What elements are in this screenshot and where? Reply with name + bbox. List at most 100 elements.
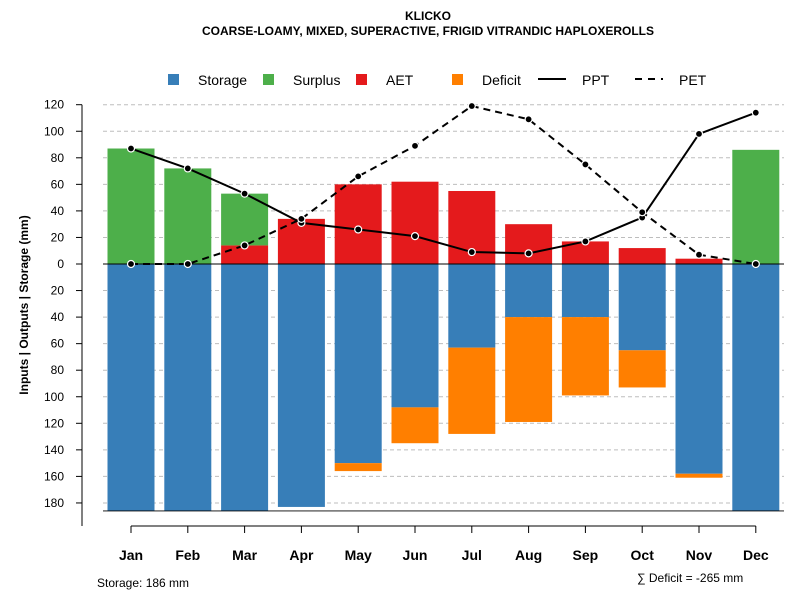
bar-deficit-jun [391,407,439,444]
y-tick-label: 140 [44,443,64,457]
ppt-point-feb [183,164,192,173]
legend-swatch-storage [168,74,179,85]
bar-deficit-may [334,463,382,472]
lines [126,101,760,269]
bar-storage-may [334,264,382,464]
y-tick-label: 80 [51,151,65,165]
bar-storage-aug [505,264,553,318]
ppt-point-jan [126,144,136,153]
ppt-point-jun [410,232,420,241]
legend: Storage Surplus AET Deficit PPT PET [168,72,707,88]
pet-point-aug [524,115,533,124]
bar-storage-jan [107,264,155,511]
legend-label-storage: Storage [198,72,247,88]
chart-title: KLICKO [405,9,451,23]
legend-label-ppt: PPT [582,72,610,88]
pet-point-sep [581,160,590,169]
bar-deficit-sep [561,317,609,396]
y-axis-label: Inputs | Outputs | Storage (mm) [17,215,31,394]
ppt-point-dec [751,108,760,117]
legend-swatch-surplus [263,74,274,85]
y-tick-label: 80 [51,363,65,377]
ppt-point-jul [467,247,476,257]
y-tick-label: 0 [57,257,64,271]
legend-label-deficit: Deficit [482,72,521,88]
pet-point-jun [410,141,420,150]
bar-storage-apr [277,264,325,507]
pet-point-mar [240,241,249,250]
bar-storage-jun [391,264,439,408]
x-tick-label-jan: Jan [119,547,143,563]
pet-point-apr [297,214,306,223]
bar-aet-may [334,184,382,264]
ppt-point-may [354,225,363,234]
bar-surplus-dec [732,149,780,264]
pet-line [131,104,756,265]
bar-storage-feb [164,264,212,511]
bar-deficit-oct [618,350,666,388]
y-tick-label: 40 [51,204,65,218]
x-tick-label-sep: Sep [573,547,599,563]
pet-point-may [354,172,363,181]
ppt-line [130,111,757,255]
bar-aet-nov [675,258,723,264]
pet-point-jul [467,101,476,111]
y-tick-label: 160 [44,469,64,483]
y-tick-label: 120 [44,416,64,430]
bar-surplus-feb [164,168,212,264]
zero-line [103,263,784,512]
ppt-point-mar [240,189,249,198]
legend-swatch-deficit [452,74,463,85]
y-tick-label: 60 [51,177,65,191]
y-tick-label: 120 [44,98,64,112]
pet-point-oct [638,208,647,217]
pet-point-nov [694,250,704,259]
x-tick-label-jul: Jul [462,547,482,563]
chart-subtitle: COARSE-LOAMY, MIXED, SUPERACTIVE, FRIGID… [202,24,654,38]
bar-surplus-jan [107,148,155,264]
y-tick-label: 100 [44,124,64,138]
axes: 120 100 80 60 40 20 0 20 40 60 80 100 120 140 160 180 Ja… [44,98,769,563]
x-tick-label-dec: Dec [743,547,769,563]
pet-point-jan [126,259,136,269]
bar-aet-sep [561,241,609,264]
bar-storage-mar [221,264,269,511]
storage-total-label: Storage: 186 mm [97,576,189,590]
bar-deficit-aug [505,317,553,422]
bar-aet-jun [391,181,439,264]
legend-label-pet: PET [679,72,707,88]
x-tick-label-jun: Jun [403,547,428,563]
bar-storage-sep [561,264,609,318]
gridlines [103,104,784,504]
x-tick-label-mar: Mar [232,547,257,563]
y-tick-label: 20 [51,230,65,244]
bar-deficit-jul [448,347,496,434]
x-tick-label-nov: Nov [686,547,713,563]
bar-aet-oct [618,248,666,264]
bar-storage-nov [675,264,723,474]
legend-label-aet: AET [386,72,414,88]
bar-aet-aug [505,224,553,264]
y-tick-label: 180 [44,496,64,510]
y-tick-label: 60 [51,337,65,351]
x-tick-label-aug: Aug [515,547,542,563]
x-tick-label-may: May [345,547,372,563]
pet-point-feb [183,259,192,269]
legend-swatch-aet [356,74,367,85]
bar-deficit-nov [675,473,723,478]
y-tick-label: 20 [51,284,65,298]
ppt-point-sep [581,237,590,246]
bar-aet-mar [221,245,269,264]
y-tick-label: 100 [44,390,64,404]
pet-point-dec [751,259,760,269]
deficit-total-label: ∑ Deficit = -265 mm [637,571,743,585]
bar-storage-oct [618,264,666,351]
bars [107,148,780,511]
legend-label-surplus: Surplus [293,72,340,88]
ppt-point-nov [694,129,704,139]
x-tick-label-apr: Apr [289,547,314,563]
y-tick-label: 40 [51,310,65,324]
x-tick-label-oct: Oct [631,547,655,563]
ppt-point-aug [524,249,533,258]
